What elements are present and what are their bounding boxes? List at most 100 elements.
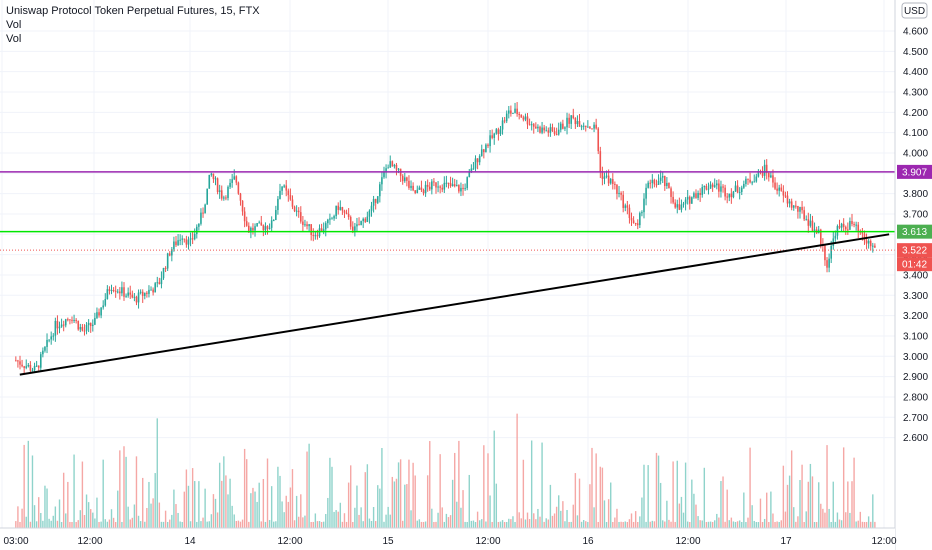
candle-body xyxy=(114,290,117,292)
candle-body xyxy=(628,207,631,219)
volume-bar xyxy=(277,466,279,528)
volume-bar xyxy=(693,493,695,528)
candle-body xyxy=(158,282,161,285)
candle-body xyxy=(557,129,560,135)
price-axis[interactable]: USD 4.600 4.500 4.400 4.300 4.200 4.100 4.000 3.… xyxy=(894,0,932,550)
volume-bar xyxy=(572,504,574,528)
volume-bar xyxy=(853,457,855,528)
candle-body xyxy=(347,213,350,218)
candle-body xyxy=(701,187,704,195)
volume-bar xyxy=(194,481,196,528)
candle-body xyxy=(426,184,429,187)
candle-body xyxy=(35,365,38,367)
volume-bar xyxy=(96,497,98,528)
volume-bar xyxy=(79,510,82,528)
volume-bar xyxy=(239,521,242,528)
indicator-vol-1[interactable]: Vol xyxy=(6,19,22,31)
volume-bar xyxy=(87,502,90,528)
candle-body xyxy=(761,171,764,176)
volume-bar xyxy=(366,464,369,528)
volume-bar xyxy=(711,521,714,528)
volume-bar xyxy=(316,521,319,528)
candle-body xyxy=(740,187,743,192)
volume-bar xyxy=(252,487,254,528)
candle-body xyxy=(345,212,348,214)
volume-bar xyxy=(283,512,285,528)
candle-body xyxy=(867,240,870,244)
volume-bar xyxy=(672,461,674,528)
candle-body xyxy=(308,224,310,227)
candle-body xyxy=(562,123,564,129)
volume-bar xyxy=(551,515,554,528)
candle-body xyxy=(193,234,196,240)
candle-body xyxy=(693,193,695,198)
volume-bar xyxy=(612,521,614,528)
candle-body xyxy=(767,172,770,178)
candle-body xyxy=(478,155,481,163)
candle-body xyxy=(828,258,830,268)
time-axis[interactable]: 03:00 12:00 14 12:00 15 12:00 16 12:00 17 12:00 xyxy=(0,527,897,550)
candle-body xyxy=(272,220,275,222)
candle-body xyxy=(177,240,179,246)
volume-bar xyxy=(788,475,791,528)
volume-bar xyxy=(447,517,450,528)
candle-body xyxy=(587,126,589,128)
candle-body xyxy=(71,319,73,321)
volume-bar xyxy=(256,501,258,528)
volume-bar xyxy=(320,521,323,528)
candle-body xyxy=(549,127,552,133)
candle-body xyxy=(403,177,406,182)
candle-body xyxy=(39,354,42,368)
candle-body xyxy=(62,324,65,326)
candle-body xyxy=(67,319,69,321)
volume-bar xyxy=(410,510,412,528)
volume-bar xyxy=(204,488,206,528)
candle-body xyxy=(455,185,458,187)
volume-bar xyxy=(94,518,96,528)
volume-bar xyxy=(736,521,739,528)
volume-bar xyxy=(851,481,853,528)
candle-body xyxy=(204,204,206,214)
candle-body xyxy=(333,216,335,219)
candle-body xyxy=(279,190,281,199)
volume-bar xyxy=(578,478,581,528)
volume-bar xyxy=(799,480,801,528)
volume-bar xyxy=(362,521,364,528)
candle-body xyxy=(385,168,387,173)
volume-bar xyxy=(268,519,271,528)
volume-bar xyxy=(152,498,154,528)
resistance-tag xyxy=(897,164,932,179)
volume-bar xyxy=(300,494,302,528)
candle-body xyxy=(786,195,789,204)
volume-bar xyxy=(264,521,267,528)
candle-body xyxy=(516,108,518,115)
candle-body xyxy=(374,198,377,203)
volume-bar xyxy=(29,521,32,528)
candle-body xyxy=(216,178,219,192)
candle-body xyxy=(343,210,346,213)
volume-bar xyxy=(703,467,706,528)
volume-bar xyxy=(258,482,260,528)
volume-bar xyxy=(216,512,219,528)
volume-bar xyxy=(772,513,774,528)
volume-bar xyxy=(154,473,156,528)
volume-bar xyxy=(92,512,94,528)
candle-body xyxy=(695,193,697,198)
volume-bar xyxy=(784,511,787,528)
candle-body xyxy=(306,224,308,227)
candle-body xyxy=(77,320,80,330)
volume-bar xyxy=(214,498,217,528)
candle-body xyxy=(528,124,531,126)
volume-bar xyxy=(451,479,454,528)
candle-body xyxy=(601,171,604,179)
candle-body xyxy=(863,233,866,241)
volume-bar xyxy=(406,484,408,528)
candle-body xyxy=(813,229,816,231)
candle-body xyxy=(545,130,548,132)
volume-bar xyxy=(169,519,171,528)
indicator-vol-2[interactable]: Vol xyxy=(6,33,22,45)
candle-body xyxy=(782,190,785,196)
volume-bar xyxy=(639,516,641,528)
candle-body xyxy=(853,224,855,226)
